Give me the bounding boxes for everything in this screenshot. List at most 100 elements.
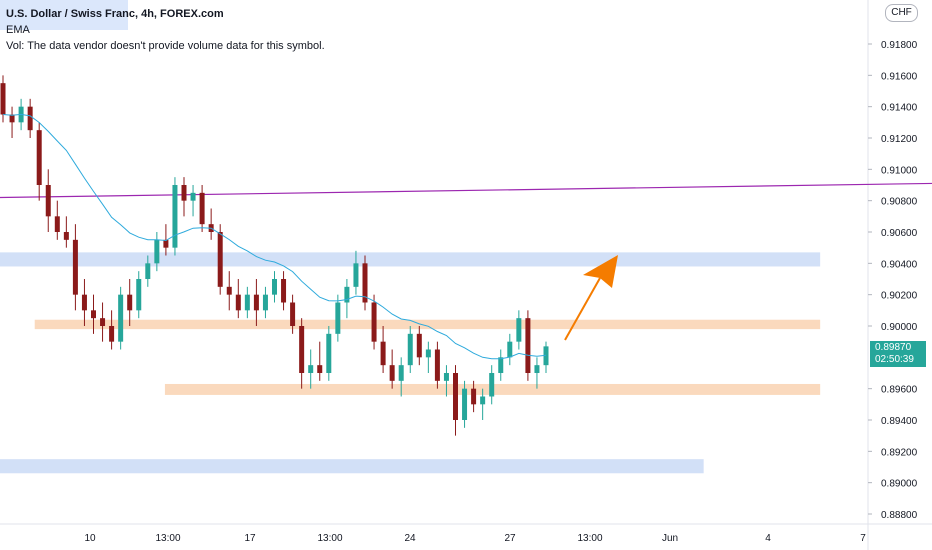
candle-body bbox=[434, 349, 440, 381]
candle-body bbox=[272, 279, 277, 295]
candle-body bbox=[281, 279, 287, 303]
candle-body bbox=[63, 232, 69, 240]
candle-body bbox=[317, 365, 323, 373]
price-tick-label: 0.90600 bbox=[881, 228, 918, 239]
zone-resistance-upper bbox=[0, 252, 821, 267]
candle-body bbox=[145, 263, 151, 279]
trendline bbox=[0, 182, 932, 199]
candle-body bbox=[290, 302, 296, 326]
candle-body bbox=[109, 326, 115, 342]
candle-body bbox=[353, 263, 359, 287]
price-tick-label: 0.91200 bbox=[881, 134, 918, 145]
candle-body bbox=[226, 286, 232, 295]
price-tick-label: 0.89400 bbox=[881, 416, 918, 427]
candle-body bbox=[91, 310, 96, 319]
candle-body bbox=[543, 346, 549, 366]
candle-body bbox=[217, 232, 223, 287]
time-tick-label: 13:00 bbox=[577, 533, 602, 544]
arrow-layer[interactable] bbox=[564, 255, 618, 341]
zone-zone-0.9000 bbox=[34, 319, 821, 330]
ema-indicator-label[interactable]: EMA bbox=[6, 24, 30, 36]
chart-header: U.S. Dollar / Swiss Franc, 4h, FOREX.com… bbox=[6, 6, 325, 54]
price-tick-label: 0.89000 bbox=[881, 479, 918, 490]
candle-body bbox=[380, 341, 386, 366]
candle-body bbox=[534, 365, 540, 373]
candle-body bbox=[154, 239, 160, 264]
price-tick-label: 0.90400 bbox=[881, 259, 918, 270]
price-tick-label: 0.88800 bbox=[881, 510, 918, 521]
candle-body bbox=[244, 294, 250, 311]
candle-body bbox=[0, 83, 6, 115]
time-tick-label: 17 bbox=[244, 533, 256, 544]
candle-body bbox=[36, 130, 42, 185]
price-tick-label: 0.90800 bbox=[881, 197, 918, 208]
time-tick-label: 13:00 bbox=[155, 533, 180, 544]
candle-body bbox=[398, 365, 404, 381]
arrow-head bbox=[583, 255, 618, 288]
trendline-layer[interactable] bbox=[0, 182, 932, 199]
price-tick-label: 0.89200 bbox=[881, 447, 918, 458]
candle-body bbox=[443, 373, 449, 381]
candle-body bbox=[371, 302, 377, 342]
title-highlight bbox=[0, 0, 128, 30]
candle-body bbox=[425, 349, 431, 358]
time-tick-label: 4 bbox=[765, 533, 771, 544]
candle-body bbox=[181, 185, 187, 201]
candle-body bbox=[471, 388, 477, 405]
candle-body bbox=[199, 192, 205, 225]
price-tick-label: 0.91800 bbox=[881, 40, 918, 51]
price-tick-label: 0.91600 bbox=[881, 71, 918, 82]
candle-body bbox=[9, 114, 15, 123]
price-tick-label: 0.91000 bbox=[881, 165, 918, 176]
time-tick-label: Jun bbox=[662, 533, 678, 544]
currency-button[interactable]: CHF bbox=[885, 4, 918, 22]
time-tick-label: 13:00 bbox=[317, 533, 342, 544]
ema-layer bbox=[2, 113, 547, 360]
candle-body bbox=[127, 294, 133, 311]
candle-body bbox=[27, 106, 33, 131]
candle-body bbox=[81, 294, 87, 311]
candle-body bbox=[262, 294, 268, 311]
candle-body bbox=[498, 357, 504, 373]
candle-body bbox=[362, 263, 368, 303]
time-axis[interactable]: 10 13:00 17 13:00 24 27 13:00 Jun 4 7 bbox=[84, 533, 866, 544]
candle-body bbox=[516, 318, 522, 342]
candle-body bbox=[172, 185, 178, 248]
candle-body bbox=[72, 239, 78, 295]
candle-body bbox=[480, 396, 486, 405]
candle-body bbox=[389, 365, 395, 381]
candle-body bbox=[525, 318, 531, 373]
arrow-shaft bbox=[564, 277, 601, 341]
candle-body bbox=[299, 326, 305, 373]
candle-body bbox=[462, 388, 468, 420]
price-tick-label: 0.90000 bbox=[881, 322, 918, 333]
candle-body bbox=[235, 294, 241, 311]
candle-body bbox=[253, 294, 259, 311]
candle-body bbox=[326, 333, 332, 373]
symbol-title[interactable]: U.S. Dollar / Swiss Franc, 4h, FOREX.com bbox=[6, 8, 224, 20]
candle-body bbox=[344, 286, 350, 303]
candle-body bbox=[190, 192, 196, 201]
candle-body bbox=[407, 333, 413, 366]
price-tick-label: 0.91400 bbox=[881, 103, 918, 114]
candle-body bbox=[100, 318, 106, 326]
price-tick-label: 0.90200 bbox=[881, 291, 918, 302]
candle-body bbox=[163, 239, 169, 248]
candle-body bbox=[416, 333, 422, 358]
time-tick-label: 7 bbox=[860, 533, 866, 544]
time-tick-label: 24 bbox=[404, 533, 416, 544]
volume-note: Vol: The data vendor doesn't provide vol… bbox=[6, 40, 325, 52]
price-tick-label: 0.89600 bbox=[881, 385, 918, 396]
candle-body bbox=[507, 341, 513, 358]
candle-body bbox=[489, 373, 495, 397]
last-price-tag: 0.89870 02:50:39 bbox=[870, 341, 926, 367]
candle-body bbox=[54, 216, 60, 232]
candle-body bbox=[453, 373, 458, 420]
bar-countdown: 02:50:39 bbox=[875, 354, 914, 365]
price-axis[interactable]: 0.91800 0.91600 0.91400 0.91200 0.91000 0.908… bbox=[868, 40, 918, 521]
time-tick-label: 27 bbox=[504, 533, 516, 544]
time-tick-label: 10 bbox=[84, 533, 96, 544]
candle-body bbox=[335, 302, 341, 334]
candle-body bbox=[118, 294, 124, 342]
